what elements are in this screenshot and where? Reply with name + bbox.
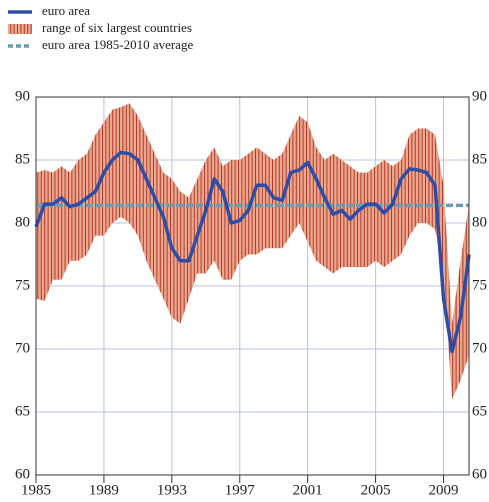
- x-tick-label: 2005: [361, 482, 391, 498]
- legend-label: euro area: [42, 3, 90, 18]
- y2-tick-label: 60: [472, 466, 487, 482]
- line: [34, 150, 471, 354]
- x-tick-label: 1989: [89, 482, 119, 498]
- legend-label: range of six largest countries: [42, 20, 192, 35]
- y2-tick-label: 80: [472, 214, 487, 230]
- x-tick-label: 1993: [157, 482, 187, 498]
- y2-tick-label: 85: [472, 151, 487, 167]
- legend-swatch: [8, 24, 32, 34]
- legend-label: euro area 1985-2010 average: [42, 37, 193, 52]
- x-tick-label: 1997: [225, 482, 256, 498]
- y-tick-label: 65: [15, 403, 30, 419]
- y2-tick-label: 65: [472, 403, 487, 419]
- y2-tick-label: 90: [472, 88, 487, 104]
- x-tick-label: 1985: [21, 482, 51, 498]
- y-tick-label: 80: [15, 214, 30, 230]
- y-tick-label: 60: [15, 466, 30, 482]
- y-tick-label: 85: [15, 151, 30, 167]
- y-tick-label: 90: [15, 88, 30, 104]
- y-tick-label: 75: [15, 277, 30, 293]
- x-tick-label: 2001: [293, 482, 323, 498]
- plot-frame: [35, 96, 470, 476]
- y-tick-label: 70: [15, 340, 30, 356]
- x-tick-label: 2009: [429, 482, 459, 498]
- y2-tick-label: 75: [472, 277, 487, 293]
- y2-tick-label: 70: [472, 340, 487, 356]
